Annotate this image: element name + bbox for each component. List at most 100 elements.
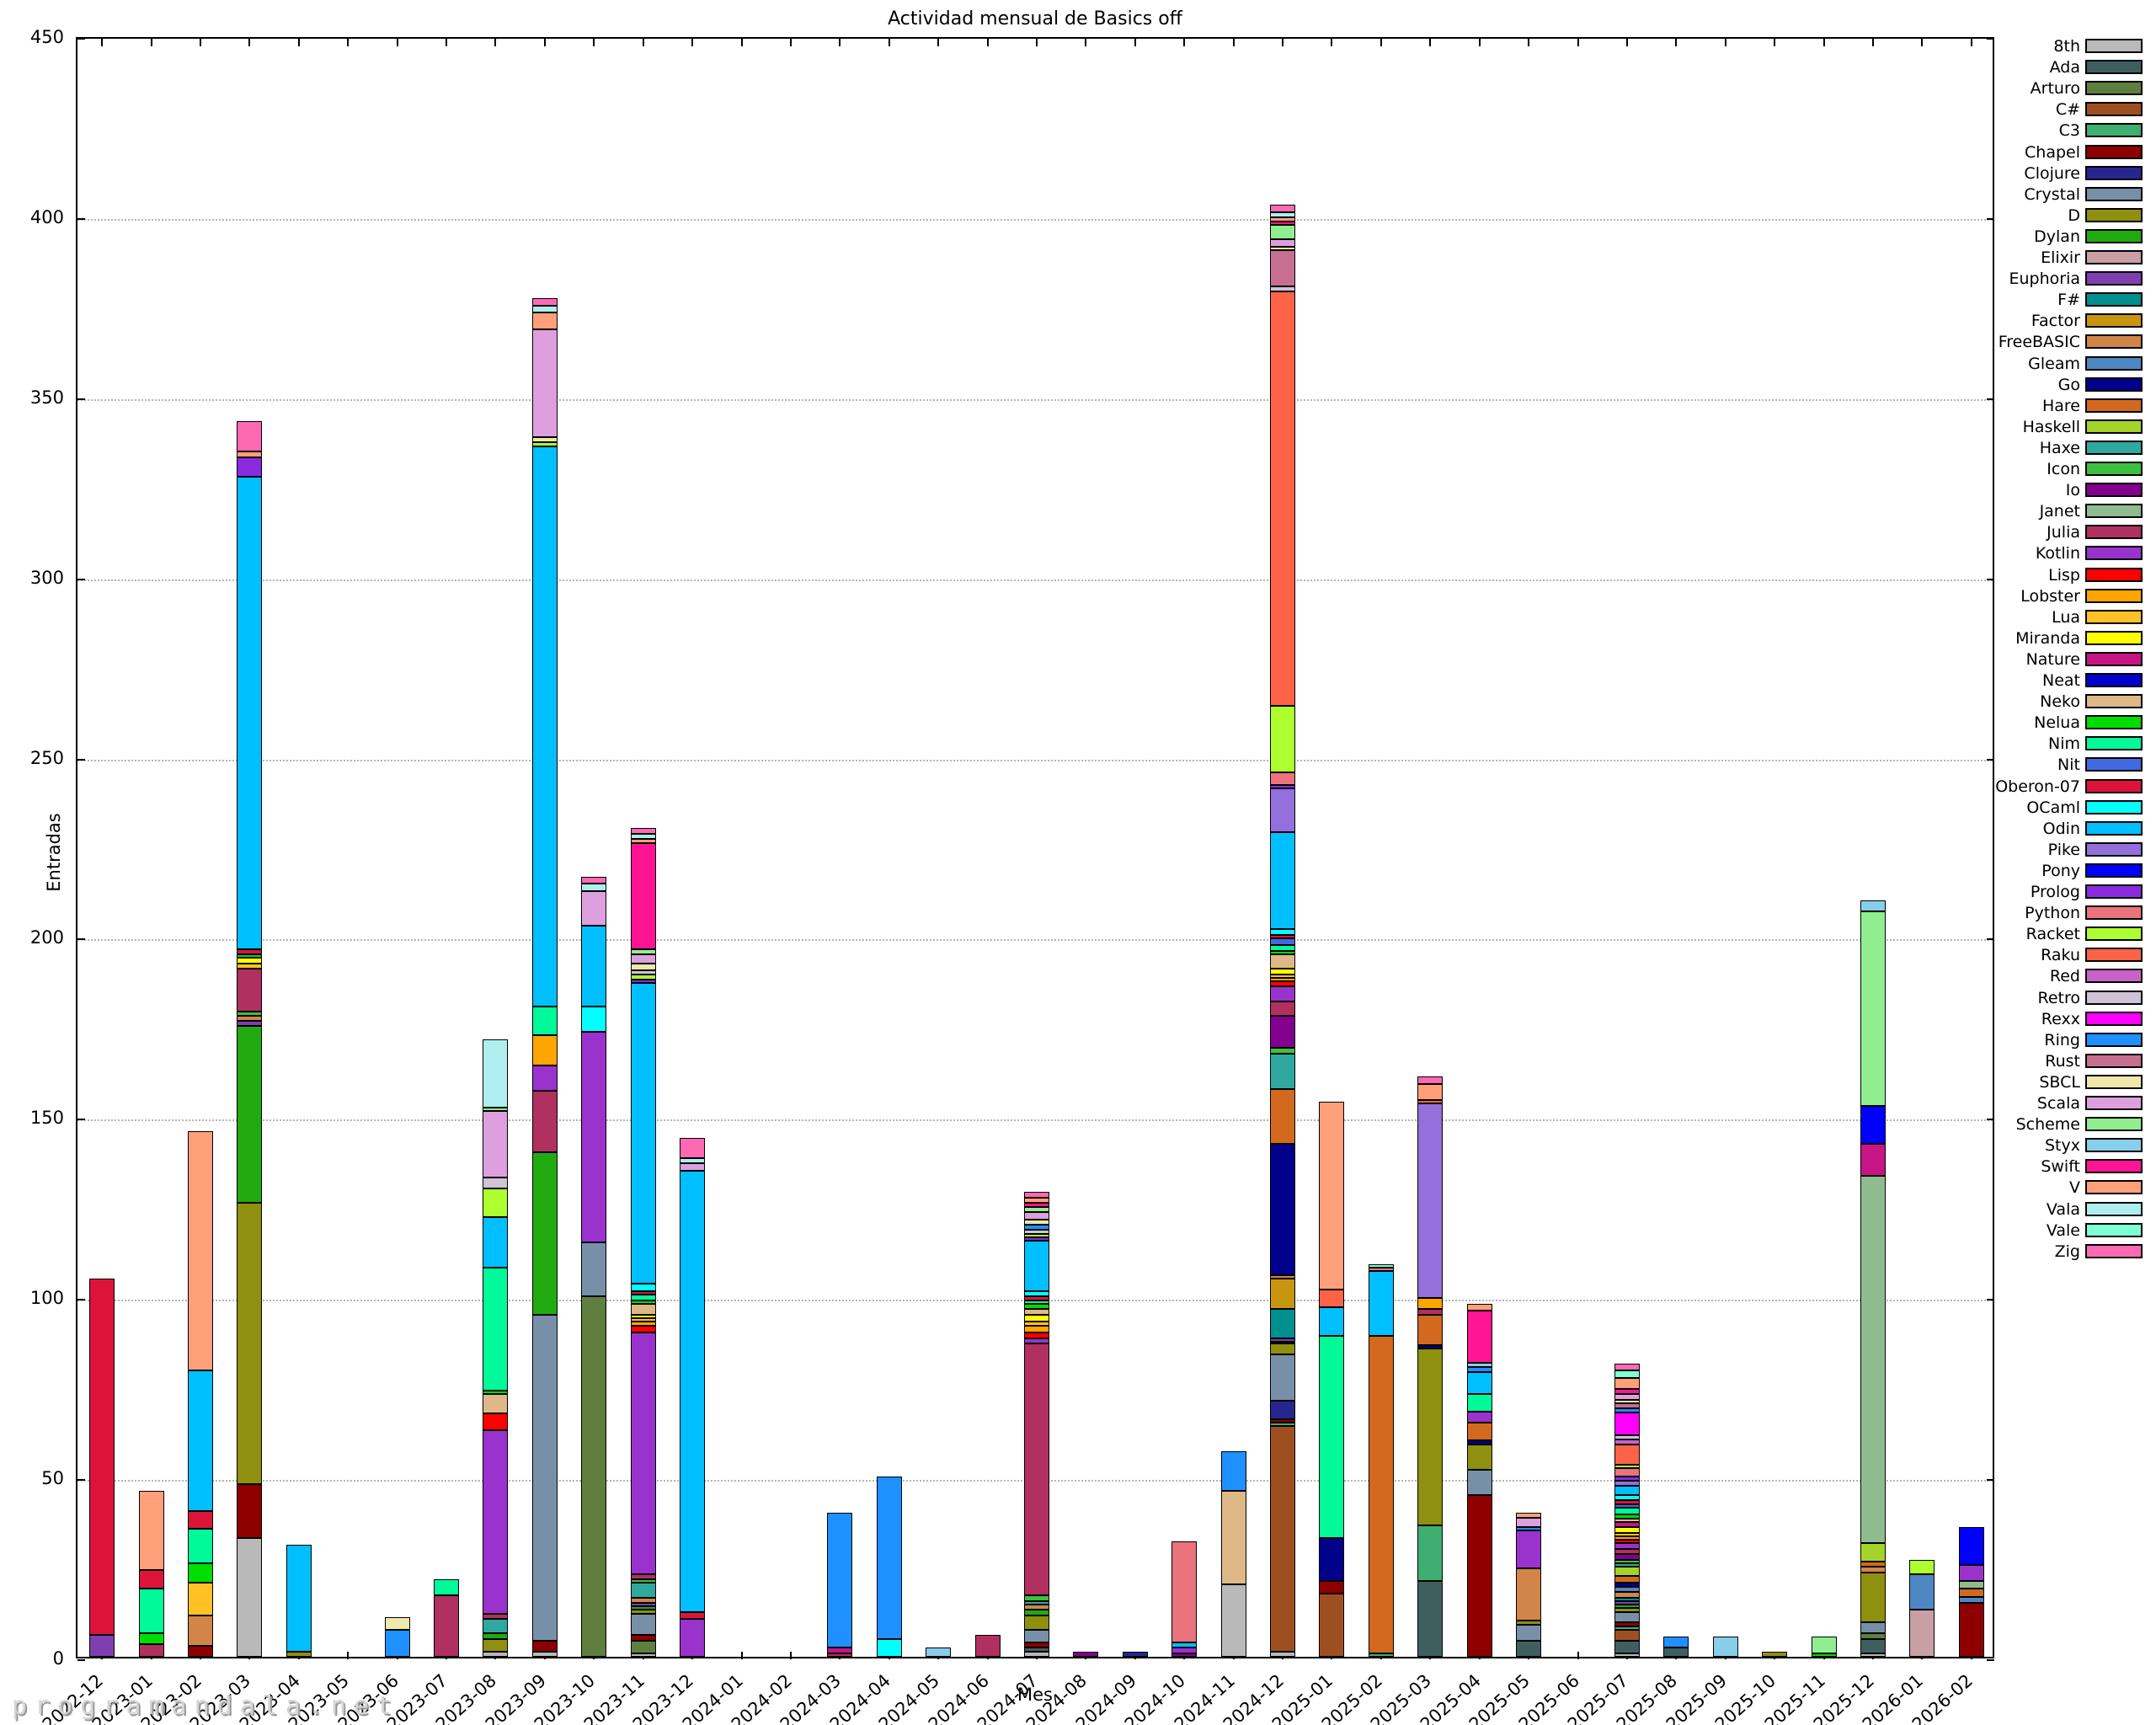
bar-segment-2023-09-Nim <box>531 1006 558 1036</box>
gridline-250 <box>77 759 1993 761</box>
bar-segment-2025-01-Raku <box>1319 1289 1345 1308</box>
legend-item-euphoria: Euphoria <box>2009 271 2154 287</box>
legend-label: Julia <box>2047 523 2080 542</box>
x-tick-mark <box>396 39 398 46</box>
legend-swatch <box>2085 1074 2143 1089</box>
bar-segment-2023-11-Scala <box>630 954 656 964</box>
x-tick-mark <box>691 39 694 46</box>
legend-swatch <box>2085 292 2143 307</box>
legend-item-factor: Factor <box>2020 313 2154 329</box>
bar-segment-2024-10-Io <box>1171 1653 1198 1657</box>
bar-2024-11 <box>1220 1451 1246 1657</box>
bar-segment-2024-11-8th <box>1220 1584 1246 1657</box>
legend-item-ocaml: OCaml <box>2020 799 2154 815</box>
bar-segment-2024-12-Vala <box>1270 211 1296 218</box>
legend-swatch <box>2085 1011 2143 1026</box>
bar-segment-2024-12-D <box>1270 1343 1296 1354</box>
legend-label: Lisp <box>2048 565 2080 585</box>
y-tick-mark <box>77 1479 85 1482</box>
legend-swatch <box>2085 313 2143 328</box>
legend-item-clojure: Clojure <box>2020 165 2154 181</box>
bar-segment-2025-03-Ada <box>1417 1581 1444 1657</box>
legend-label: Lobster <box>2020 586 2080 606</box>
legend-label: Janet <box>2039 502 2080 521</box>
x-tick-mark <box>150 39 152 46</box>
bar-segment-2023-09-Odin <box>531 446 558 1007</box>
bar-2024-12 <box>1270 205 1296 1657</box>
legend-item-scala: Scala <box>2020 1096 2154 1112</box>
bar-2024-03 <box>827 1512 853 1657</box>
bar-segment-2023-08-Lisp <box>483 1413 509 1430</box>
legend-item-arturo: Arturo <box>2020 81 2154 97</box>
bar-segment-2023-11-Icon <box>630 1579 656 1583</box>
bar-2025-03 <box>1417 1076 1444 1657</box>
bar-segment-2024-07-Crystal <box>1024 1629 1049 1642</box>
bar-segment-2023-12-Scala <box>680 1162 706 1171</box>
y-tick-label-50: 50 <box>41 1468 64 1489</box>
bar-segment-2024-12-OCaml <box>1270 929 1296 935</box>
bar-segment-2023-03-Chapel <box>237 1483 263 1538</box>
bar-segment-2025-07-Retro <box>1614 1435 1640 1439</box>
bar-segment-2025-03-D <box>1417 1348 1444 1525</box>
bar-segment-2025-07-FreeBASIC <box>1614 1592 1640 1598</box>
bar-segment-2024-07-V <box>1024 1197 1049 1204</box>
bar-2023-09 <box>531 298 558 1657</box>
bar-segment-2023-03-Dylan <box>237 1026 263 1204</box>
bar-segment-2025-04-V <box>1466 1303 1492 1311</box>
x-tick-mark <box>1429 39 1432 46</box>
bar-segment-2026-01-Gleam <box>1909 1573 1935 1610</box>
bar-segment-2025-07-Racket <box>1614 1464 1640 1468</box>
bar-segment-2025-07-Crystal <box>1614 1611 1640 1623</box>
y-tick-mark <box>1987 1119 1994 1121</box>
bar-segment-2024-12-Euphoria <box>1270 1338 1296 1342</box>
bar-segment-2023-11-Scheme <box>630 948 656 955</box>
plot-area <box>76 37 1994 1661</box>
bar-segment-2023-11-Racket <box>630 974 656 980</box>
bar-segment-2023-11-Retro <box>630 970 656 975</box>
bar-segment-2024-12-Nelua <box>1270 950 1296 955</box>
bar-segment-2024-07-Ada <box>1024 1648 1049 1652</box>
watermark: programandala.net <box>12 1691 400 1721</box>
bar-segment-2024-12-Clojure <box>1270 1401 1296 1419</box>
y-tick-mark <box>77 38 85 40</box>
bar-segment-2024-12-Scala <box>1270 239 1296 247</box>
legend-label: Lua <box>2052 607 2080 627</box>
legend-label: Kotlin <box>2035 544 2080 563</box>
legend-swatch <box>2085 1117 2143 1132</box>
bar-2023-03 <box>237 420 263 1657</box>
gridline-150 <box>77 1119 1993 1122</box>
bar-segment-2024-07-Odin <box>1024 1241 1049 1291</box>
bar-segment-2023-03-FreeBASIC <box>237 1015 263 1022</box>
bar-segment-2023-11-Odin <box>630 983 656 1284</box>
legend-label: Haskell <box>2022 417 2080 436</box>
legend-swatch <box>2085 948 2143 963</box>
y-tick-mark <box>77 938 85 941</box>
bar-segment-2023-03-Odin <box>237 477 263 949</box>
bar-segment-2025-07-Python <box>1614 1467 1640 1477</box>
legend-swatch <box>2085 778 2143 793</box>
x-tick-mark <box>1724 39 1726 46</box>
bar-segment-2023-08-Kotlin <box>483 1429 509 1614</box>
bar-segment-2024-07-Kotlin <box>1024 1338 1049 1343</box>
bar-segment-2025-04-Swift <box>1466 1311 1492 1364</box>
legend-label: Nim <box>2048 734 2080 754</box>
bar-2025-02 <box>1368 1263 1394 1657</box>
legend-label: Icon <box>2047 460 2080 478</box>
bar-segment-2023-12-Zig <box>680 1138 706 1158</box>
bar-segment-2024-12-Go <box>1270 1143 1296 1275</box>
bar-segment-2025-09-Styx <box>1712 1637 1738 1657</box>
gridline-300 <box>77 579 1993 581</box>
bar-segment-2025-07-Odin <box>1614 1486 1640 1495</box>
bar-2023-04 <box>286 1545 312 1657</box>
bar-2026-02 <box>1958 1527 1984 1657</box>
x-tick-mark <box>642 39 644 46</box>
legend-swatch <box>2085 271 2143 286</box>
legend-item-nit: Nit <box>2020 757 2154 773</box>
bar-segment-2023-10-Scala <box>581 891 607 926</box>
bar-2025-09 <box>1712 1637 1738 1657</box>
bar-segment-2025-03-C3 <box>1417 1525 1444 1582</box>
bar-segment-2023-11-OCaml <box>630 1284 656 1291</box>
x-tick-mark <box>1822 39 1825 46</box>
x-tick-mark <box>494 39 497 46</box>
bar-segment-2025-07-OCaml <box>1614 1494 1640 1501</box>
